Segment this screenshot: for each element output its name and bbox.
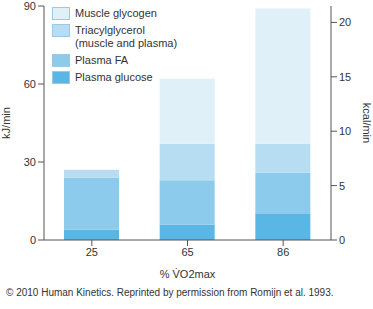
svg-text:25: 25 <box>86 246 98 258</box>
html-text:Plasma glucose: Plasma glucose <box>75 71 153 83</box>
svg-text:0: 0 <box>339 234 345 246</box>
svg-text:15: 15 <box>339 71 351 83</box>
svg-text:5: 5 <box>339 180 345 192</box>
svg-text:kJ/min: kJ/min <box>8 107 12 139</box>
svg-text:20: 20 <box>339 16 351 28</box>
svg-text:90: 90 <box>24 0 36 12</box>
svg-text:% V̇O2max: % V̇O2max <box>160 268 216 280</box>
svg-text:65: 65 <box>181 246 193 258</box>
svg-text:0: 0 <box>30 234 36 246</box>
svg-text:kcal/min: kcal/min <box>361 103 365 143</box>
svg-text:30: 30 <box>24 156 36 168</box>
svg-text:10: 10 <box>339 125 351 137</box>
svg-text:86: 86 <box>277 246 289 258</box>
html-text:© 2010 Human Kinetics. Reprint: © 2010 Human Kinetics. Reprinted by perm… <box>6 287 334 298</box>
svg-text:60: 60 <box>24 78 36 90</box>
html-text:Triacylglycerol (muscle and pl: Triacylglycerol (muscle and plasma) <box>75 24 178 49</box>
html-text:Muscle glycogen: Muscle glycogen <box>75 7 157 19</box>
html-text:Plasma FA: Plasma FA <box>75 54 129 66</box>
